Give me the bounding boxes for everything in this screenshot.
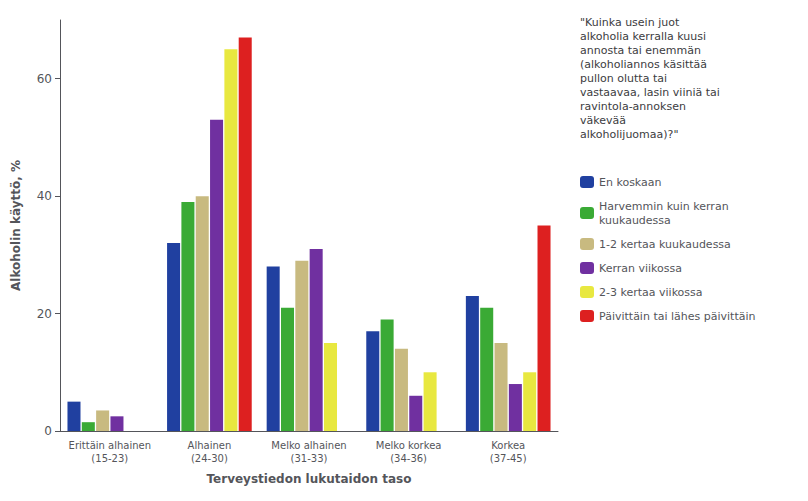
svg-text:pullon olutta tai: pullon olutta tai	[580, 72, 667, 85]
svg-text:(15-23): (15-23)	[91, 453, 128, 464]
svg-text:vastaavaa, lasin viiniä tai: vastaavaa, lasin viiniä tai	[580, 86, 720, 99]
svg-text:En koskaan: En koskaan	[599, 176, 662, 189]
svg-text:"Kuinka usein juot: "Kuinka usein juot	[580, 16, 680, 29]
svg-text:2-3 kertaa viikossa: 2-3 kertaa viikossa	[599, 286, 703, 299]
svg-text:ravintola-annoksen: ravintola-annoksen	[580, 100, 686, 113]
svg-text:20: 20	[37, 307, 52, 321]
svg-text:Päivittäin tai lähes päivittäi: Päivittäin tai lähes päivittäin	[599, 310, 756, 323]
svg-text:(31-33): (31-33)	[291, 453, 328, 464]
svg-text:Harvemmin kuin kerran: Harvemmin kuin kerran	[599, 200, 729, 213]
svg-text:(alkoholiannos käsittää: (alkoholiannos käsittää	[580, 58, 707, 71]
svg-text:Kerran viikossa: Kerran viikossa	[599, 262, 682, 275]
svg-text:Melko korkea: Melko korkea	[376, 440, 442, 451]
svg-text:Korkea: Korkea	[491, 440, 525, 451]
svg-text:annosta tai enemmän: annosta tai enemmän	[580, 44, 701, 57]
svg-text:väkevää: väkevää	[580, 114, 626, 127]
svg-text:1-2 kertaa kuukaudessa: 1-2 kertaa kuukaudessa	[599, 238, 731, 251]
svg-text:(34-36): (34-36)	[390, 453, 427, 464]
svg-text:0: 0	[44, 424, 52, 438]
svg-text:60: 60	[37, 72, 52, 86]
svg-text:Terveystiedon lukutaidon taso: Terveystiedon lukutaidon taso	[206, 472, 411, 486]
svg-text:40: 40	[37, 189, 52, 203]
svg-text:(24-30): (24-30)	[191, 453, 228, 464]
svg-text:alkoholijuomaa)?": alkoholijuomaa)?"	[580, 128, 678, 141]
svg-text:Melko alhainen: Melko alhainen	[271, 440, 346, 451]
svg-text:alkoholia kerralla kuusi: alkoholia kerralla kuusi	[580, 30, 706, 43]
svg-text:kuukaudessa: kuukaudessa	[599, 214, 671, 227]
svg-text:(37-45): (37-45)	[490, 453, 527, 464]
svg-text:Alhainen: Alhainen	[188, 440, 232, 451]
svg-text:Alkoholin käyttö, %: Alkoholin käyttö, %	[9, 160, 23, 291]
svg-text:Erittäin alhainen: Erittäin alhainen	[69, 440, 151, 451]
